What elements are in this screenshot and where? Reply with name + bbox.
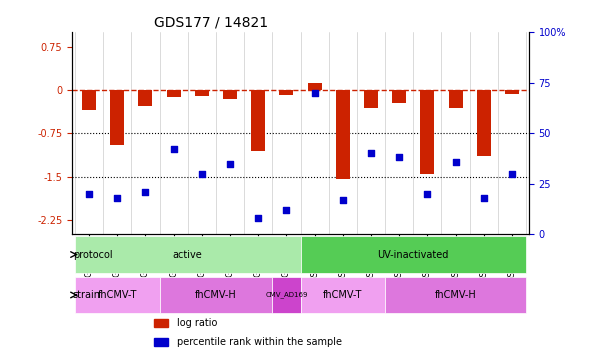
Bar [110, 90, 124, 145]
Point [225, 161, 235, 166]
Bar [154, 338, 168, 346]
Bar [308, 83, 322, 90]
Bar [195, 90, 209, 96]
Text: log ratio: log ratio [177, 318, 218, 328]
Bar [279, 90, 293, 95]
Bar [166, 90, 181, 97]
Point [197, 171, 207, 176]
Text: percentile rank within the sample: percentile rank within the sample [177, 337, 342, 347]
Bar [138, 90, 153, 106]
FancyBboxPatch shape [75, 236, 300, 273]
Text: fhCMV-H: fhCMV-H [195, 290, 237, 300]
Bar [82, 90, 96, 110]
Point [338, 197, 347, 203]
Text: fhCMV-T: fhCMV-T [323, 290, 362, 300]
Point [169, 146, 178, 152]
Text: strain: strain [73, 290, 101, 300]
Bar [392, 90, 406, 102]
Text: fhCMV-H: fhCMV-H [435, 290, 477, 300]
FancyBboxPatch shape [272, 277, 300, 313]
Text: active: active [173, 250, 203, 260]
Bar [154, 319, 168, 327]
Bar [336, 90, 350, 180]
Bar [364, 90, 378, 109]
FancyBboxPatch shape [300, 277, 385, 313]
Point [112, 195, 122, 201]
Text: CMV_AD169: CMV_AD169 [265, 292, 308, 298]
Point [479, 195, 489, 201]
Text: GDS177 / 14821: GDS177 / 14821 [154, 16, 269, 30]
Point [254, 215, 263, 221]
FancyBboxPatch shape [385, 277, 526, 313]
FancyBboxPatch shape [75, 277, 159, 313]
Bar [505, 90, 519, 94]
Point [366, 151, 376, 156]
FancyBboxPatch shape [300, 236, 526, 273]
Bar [477, 90, 491, 156]
Point [84, 191, 94, 197]
Text: protocol: protocol [73, 250, 112, 260]
Text: UV-inactivated: UV-inactivated [377, 250, 449, 260]
Bar [251, 90, 265, 151]
FancyBboxPatch shape [159, 277, 272, 313]
Bar [223, 90, 237, 99]
Point [310, 90, 319, 96]
Bar [448, 90, 463, 109]
Point [282, 207, 291, 213]
Point [507, 171, 517, 176]
Point [423, 191, 432, 197]
Point [451, 159, 460, 164]
Point [141, 189, 150, 195]
Point [394, 155, 404, 160]
Text: fhCMV-T: fhCMV-T [97, 290, 137, 300]
Bar [420, 90, 435, 174]
